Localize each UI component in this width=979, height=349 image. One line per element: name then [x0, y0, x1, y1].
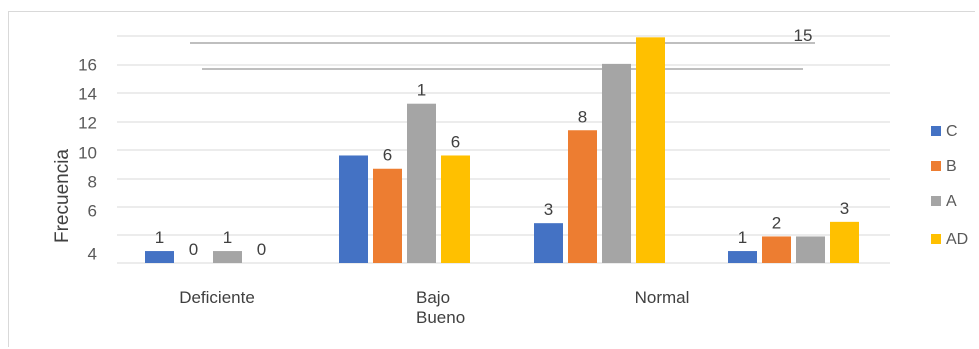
bar [602, 63, 631, 263]
data-label: 3 [840, 199, 849, 218]
category-label: Deficiente [179, 288, 255, 307]
data-label: 1 [738, 228, 747, 247]
legend-swatch [931, 161, 941, 171]
data-label: 15 [794, 26, 813, 45]
y-tick-label: 4 [88, 244, 97, 263]
data-label: 6 [451, 132, 460, 151]
y-tick-label: 8 [88, 172, 97, 191]
bar [373, 168, 402, 263]
legend-swatch [931, 196, 941, 206]
y-tick-label: 12 [78, 113, 97, 132]
bar [796, 236, 825, 263]
legend-label: A [946, 193, 957, 210]
data-label: 0 [257, 240, 266, 259]
data-label: 6 [383, 146, 392, 165]
bar [145, 251, 174, 263]
bar [441, 155, 470, 263]
category-label: Bajo Bueno [416, 288, 465, 327]
bar [568, 130, 597, 263]
data-label: 0 [189, 240, 198, 259]
legend-swatch [931, 234, 941, 244]
y-tick-label: 10 [78, 143, 97, 162]
category-label: Normal [635, 288, 690, 307]
legend-label: AD [946, 231, 968, 248]
data-label: 1 [223, 228, 232, 247]
data-label: 1 [417, 81, 426, 100]
legend-label: B [946, 158, 957, 175]
chart-frame [8, 11, 975, 347]
bar [213, 251, 242, 263]
data-label: 8 [578, 107, 587, 126]
y-tick-label: 6 [88, 201, 97, 220]
bar [762, 236, 791, 263]
bar [534, 223, 563, 263]
legend-label: C [946, 123, 958, 140]
bar [830, 221, 859, 263]
data-label: 2 [772, 213, 781, 232]
bar [339, 155, 368, 263]
bar [636, 37, 665, 263]
legend-swatch [931, 126, 941, 136]
bar [407, 103, 436, 263]
data-label: 1 [155, 228, 164, 247]
y-axis-title: Frecuencia [52, 149, 73, 243]
y-tick-label: 16 [78, 55, 97, 74]
bar [728, 251, 757, 263]
y-tick-label: 14 [78, 84, 97, 103]
data-label: 3 [544, 200, 553, 219]
